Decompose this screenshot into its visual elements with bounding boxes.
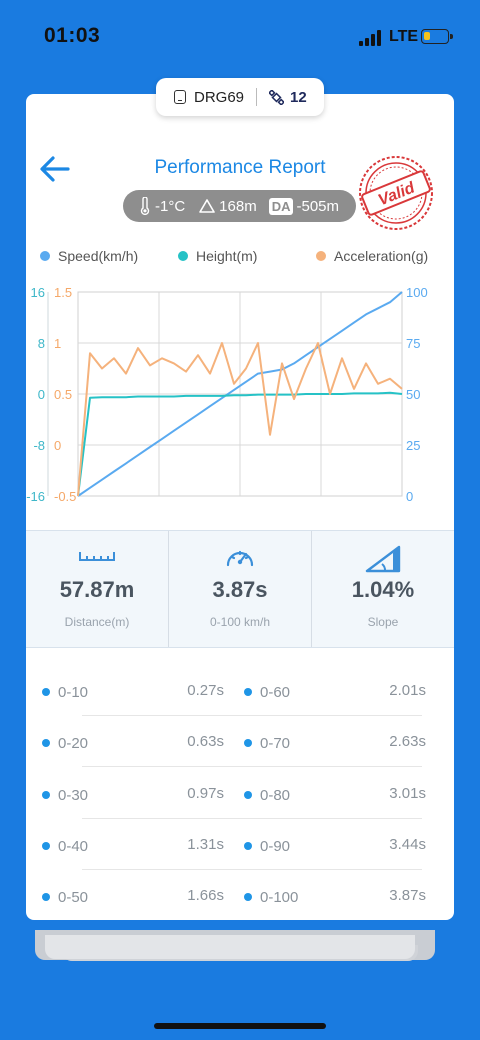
chart-legend: Speed(km/h) Height(m) Acceleration(g)	[40, 248, 440, 268]
row-divider	[82, 715, 422, 716]
stat-time-label: 0-100 km/h	[209, 615, 271, 629]
row-divider	[82, 869, 422, 870]
split-range: 0-20	[42, 733, 88, 753]
card-stack-middle	[45, 935, 415, 959]
pill-divider	[256, 88, 258, 106]
chart-tick-label: 8	[38, 336, 45, 351]
legend-label-acceleration: Acceleration(g)	[334, 248, 429, 264]
chart-tick-label: 75	[406, 336, 420, 351]
arrow-left-icon[interactable]	[38, 154, 72, 184]
row-divider	[82, 766, 422, 767]
battery-level	[424, 32, 431, 40]
performance-chart: 16 8 0 -8 -16 1.5 1 0.5 0 -0.5 100 75 50 25 0	[26, 285, 428, 504]
legend-item-acceleration[interactable]: Acceleration(g)	[316, 248, 428, 264]
split-range: 0-80	[244, 785, 290, 805]
device-name: DRG69	[194, 88, 245, 106]
stat-slope-label: Slope	[367, 615, 399, 629]
report-card	[26, 94, 454, 920]
split-time: 3.44s	[389, 836, 426, 853]
legend-dot-speed	[40, 251, 50, 261]
chart-tick-label: -16	[26, 489, 45, 504]
list-item: 0-10 0.27s 0-60 2.01s	[42, 666, 438, 716]
chart-tick-label: -0.5	[54, 489, 76, 504]
list-item: 0-30 0.97s 0-80 3.01s	[42, 769, 438, 819]
density-altitude-badge: DA	[268, 197, 294, 215]
chart-tick-label: 1	[54, 336, 61, 351]
home-indicator[interactable]	[154, 1023, 326, 1029]
ruler-icon	[79, 552, 115, 561]
split-range: 0-40	[42, 836, 88, 856]
split-time: 2.63s	[389, 733, 426, 750]
split-range: 0-50	[42, 887, 88, 907]
mountain-icon	[199, 199, 215, 213]
split-time: 0.63s	[187, 733, 224, 750]
list-item: 0-20 0.63s 0-70 2.63s	[42, 717, 438, 767]
split-time: 2.01s	[389, 682, 426, 699]
device-pill[interactable]: DRG69 12	[156, 78, 324, 116]
list-item: 0-50 1.66s 0-100 3.87s	[42, 871, 438, 921]
stat-time-value: 3.87s	[212, 577, 268, 602]
status-bar: 01:03 LTE	[0, 0, 480, 76]
split-time: 0.27s	[187, 682, 224, 699]
legend-dot-acceleration	[316, 251, 326, 261]
split-range: 0-70	[244, 733, 290, 753]
split-range: 0-90	[244, 836, 290, 856]
stat-distance: 57.87m Distance(m)	[26, 531, 169, 647]
thermometer-icon	[140, 197, 150, 215]
page-title: Performance Report	[154, 157, 326, 178]
legend-dot-height	[178, 251, 188, 261]
list-item: 0-40 1.31s 0-90 3.44s	[42, 820, 438, 870]
chart-tick-label: 0	[54, 438, 61, 453]
stat-zero-to-hundred: 3.87s 0-100 km/h	[169, 531, 312, 647]
split-range: 0-30	[42, 785, 88, 805]
split-range: 0-100	[244, 887, 298, 907]
legend-item-height[interactable]: Height(m)	[178, 248, 257, 264]
speed-splits-list: 0-10 0.27s 0-60 2.01s 0-20 0.63s 0-70 2.…	[26, 666, 454, 916]
stat-slope-value: 1.04%	[351, 577, 415, 602]
altitude-value: 168m	[219, 197, 257, 215]
split-time: 1.66s	[187, 887, 224, 904]
chart-tick-label: 50	[406, 387, 420, 402]
chart-tick-label: 0	[406, 489, 413, 504]
speedometer-icon	[226, 550, 254, 567]
row-divider	[82, 818, 422, 819]
stat-distance-value: 57.87m	[59, 577, 135, 602]
split-range: 0-60	[244, 682, 290, 702]
cellular-signal-icon	[359, 30, 381, 46]
legend-label-speed: Speed(km/h)	[58, 248, 139, 264]
conditions-bar: -1°C 168m DA -505m	[123, 190, 356, 222]
satellite-count: 12	[290, 88, 307, 106]
stat-slope: 1.04% Slope	[312, 531, 454, 647]
valid-stamp: Valid	[359, 156, 433, 230]
satellite-icon	[269, 89, 285, 105]
chart-tick-label: 25	[406, 438, 420, 453]
chart-series-speed-km-h	[77, 291, 403, 497]
status-time: 01:03	[44, 24, 101, 47]
legend-label-height: Height(m)	[196, 248, 258, 264]
legend-item-speed[interactable]: Speed(km/h)	[40, 248, 138, 264]
split-range: 0-10	[42, 682, 88, 702]
battery-icon	[421, 29, 453, 44]
split-time: 3.87s	[389, 887, 426, 904]
density-altitude-value: -505m	[296, 197, 340, 215]
chart-series-height-m	[77, 391, 403, 497]
split-time: 3.01s	[389, 785, 426, 802]
chart-tick-label: 0.5	[54, 387, 72, 402]
carrier-label: LTE	[389, 28, 419, 45]
chart-tick-label: 100	[406, 285, 428, 300]
split-time: 0.97s	[187, 785, 224, 802]
stats-panel: 57.87m Distance(m) 3.87s 0-100 km/h 1.04…	[26, 530, 454, 648]
temperature-value: -1°C	[155, 197, 186, 215]
device-icon	[174, 90, 186, 104]
chart-tick-label: 0	[38, 387, 45, 402]
chart-tick-label: -8	[33, 438, 45, 453]
split-time: 1.31s	[187, 836, 224, 853]
chart-series-acceleration-g	[77, 342, 403, 497]
chart-tick-label: 1.5	[54, 285, 72, 300]
stat-distance-label: Distance(m)	[64, 615, 130, 629]
slope-icon	[365, 545, 401, 573]
chart-tick-label: 16	[31, 285, 45, 300]
